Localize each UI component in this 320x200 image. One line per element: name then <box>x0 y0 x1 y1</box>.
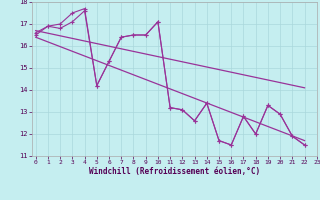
X-axis label: Windchill (Refroidissement éolien,°C): Windchill (Refroidissement éolien,°C) <box>89 167 260 176</box>
